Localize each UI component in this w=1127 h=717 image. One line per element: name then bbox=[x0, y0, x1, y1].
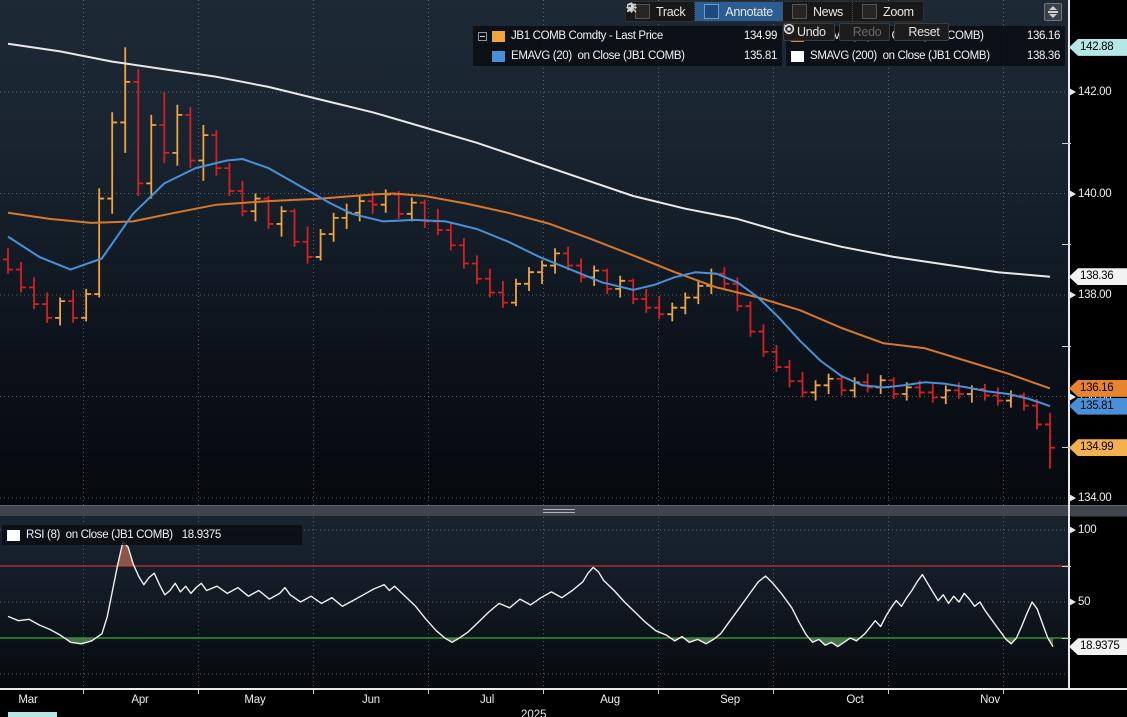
zoom-button[interactable]: Zoom bbox=[853, 2, 923, 21]
last-price-label: JB1 COMB Comdty - Last Price bbox=[511, 30, 663, 42]
annotate-button-label: Annotate bbox=[725, 5, 773, 19]
rsi-value: 18.9375 bbox=[182, 529, 221, 541]
year-label: 2025 bbox=[521, 709, 547, 717]
resize-grip-icon[interactable] bbox=[543, 509, 575, 513]
time-axis-line bbox=[0, 688, 1127, 690]
tick-arrow-icon bbox=[1069, 598, 1076, 606]
price-tag-136.16: 136.16 bbox=[1069, 380, 1127, 397]
price-tick-label: 138.00 bbox=[1069, 289, 1111, 301]
last-price-value: 134.99 bbox=[738, 30, 777, 42]
price-chart-panel[interactable] bbox=[0, 0, 1068, 505]
smavg200-value: 138.36 bbox=[1021, 50, 1060, 62]
undo-button-label: Undo bbox=[797, 25, 826, 39]
price-tag-134.99: 134.99 bbox=[1069, 439, 1127, 456]
tick-arrow-icon bbox=[1069, 291, 1076, 299]
magnifier-icon bbox=[862, 4, 877, 19]
emavg-swatch bbox=[492, 51, 505, 62]
price-legend-left: JB1 COMB Comdty - Last Price 134.99 EMAV… bbox=[473, 26, 782, 66]
month-tick bbox=[1003, 690, 1004, 694]
date-tag-clipped bbox=[8, 712, 57, 717]
legend-collapse-icon[interactable] bbox=[478, 32, 487, 41]
redo-button-label: Redo bbox=[853, 25, 882, 39]
rsi-tick-label: 100 bbox=[1069, 524, 1096, 536]
redo-button[interactable]: Redo bbox=[839, 23, 891, 41]
month-label-Apr: Apr bbox=[131, 694, 148, 706]
month-tick bbox=[428, 690, 429, 694]
emavg-value: 135.81 bbox=[738, 50, 777, 62]
annotate-button[interactable]: Annotate bbox=[695, 2, 783, 21]
track-button-label: Track bbox=[656, 5, 685, 19]
price-tag-138.36: 138.36 bbox=[1069, 268, 1127, 285]
month-tick bbox=[83, 690, 84, 694]
price-tick-text: 140.00 bbox=[1078, 188, 1111, 200]
rsi-swatch bbox=[7, 530, 20, 541]
month-label-Sep: Sep bbox=[720, 694, 740, 706]
legend-last-price-row[interactable]: JB1 COMB Comdty - Last Price 134.99 bbox=[473, 26, 782, 46]
chart-toolbar: Track Annotate News Zoom bbox=[625, 1, 924, 22]
smavg50-value: 136.16 bbox=[1021, 30, 1060, 42]
price-tag-135.81: 135.81 bbox=[1069, 398, 1127, 415]
price-chart-canvas[interactable] bbox=[0, 0, 1068, 505]
emavg-label: EMAVG (20) on Close (JB1 COMB) bbox=[511, 50, 685, 62]
month-label-Nov: Nov bbox=[980, 694, 1000, 706]
pencil-icon bbox=[704, 4, 719, 19]
rsi-tag-18.9375: 18.9375 bbox=[1069, 638, 1127, 655]
news-lines-icon bbox=[792, 4, 807, 19]
rsi-tick-text: 50 bbox=[1078, 596, 1090, 608]
rsi-tick-label: 50 bbox=[1069, 596, 1090, 608]
terminal-chart-screen: Track Annotate News Zoom Undo bbox=[0, 0, 1127, 717]
rsi-label: RSI (8) on Close (JB1 COMB) bbox=[26, 529, 173, 541]
last-price-swatch bbox=[492, 31, 505, 42]
smavg200-swatch bbox=[791, 51, 804, 62]
tick-arrow-icon bbox=[1069, 494, 1076, 502]
reset-button[interactable]: Reset bbox=[894, 23, 948, 41]
news-button-label: News bbox=[813, 5, 843, 19]
price-tick-text: 134.00 bbox=[1078, 492, 1111, 504]
month-label-May: May bbox=[244, 694, 265, 706]
month-tick bbox=[888, 690, 889, 694]
price-minor-tick bbox=[1062, 346, 1071, 347]
month-label-Mar: Mar bbox=[18, 694, 37, 706]
price-tick-label: 140.00 bbox=[1069, 188, 1111, 200]
rsi-minor-tick bbox=[1062, 566, 1071, 567]
legend-smavg200-row[interactable]: SMAVG (200) on Close (JB1 COMB) 138.36 bbox=[786, 46, 1065, 66]
smavg200-label: SMAVG (200) on Close (JB1 COMB) bbox=[810, 50, 990, 62]
price-tick-text: 138.00 bbox=[1078, 289, 1111, 301]
spinner-bar-icon bbox=[1048, 11, 1058, 13]
month-tick bbox=[198, 690, 199, 694]
rsi-legend: RSI (8) on Close (JB1 COMB) 18.9375 bbox=[2, 525, 302, 545]
price-tick-text: 142.00 bbox=[1078, 86, 1111, 98]
rsi-tick-text: 100 bbox=[1078, 524, 1096, 536]
month-tick bbox=[773, 690, 774, 694]
track-move-icon bbox=[635, 4, 650, 19]
spinner-up-icon bbox=[1049, 6, 1057, 10]
tick-arrow-icon bbox=[1069, 526, 1076, 534]
month-tick bbox=[658, 690, 659, 694]
panel-resize-handle[interactable] bbox=[0, 505, 1127, 517]
price-tick-label: 142.00 bbox=[1069, 86, 1111, 98]
price-tick-label: 134.00 bbox=[1069, 492, 1111, 504]
month-tick bbox=[543, 690, 544, 694]
month-label-Jun: Jun bbox=[362, 694, 380, 706]
month-tick bbox=[313, 690, 314, 694]
legend-emavg-row[interactable]: EMAVG (20) on Close (JB1 COMB) 135.81 bbox=[473, 46, 782, 66]
price-minor-tick bbox=[1062, 143, 1071, 144]
news-button[interactable]: News bbox=[783, 2, 853, 21]
edit-toolbar: Undo Redo Reset bbox=[783, 23, 949, 41]
tick-arrow-icon bbox=[1069, 88, 1076, 96]
rsi-legend-row[interactable]: RSI (8) on Close (JB1 COMB) 18.9375 bbox=[2, 525, 302, 545]
rsi-minor-tick bbox=[1062, 638, 1071, 639]
month-label-Jul: Jul bbox=[480, 694, 494, 706]
reset-button-label: Reset bbox=[908, 25, 939, 39]
price-minor-tick bbox=[1062, 244, 1071, 245]
zoom-button-label: Zoom bbox=[883, 5, 914, 19]
price-tag-142.88: 142.88 bbox=[1069, 39, 1127, 56]
panel-spinner-control[interactable] bbox=[1044, 3, 1062, 21]
month-label-Oct: Oct bbox=[846, 694, 863, 706]
spinner-down-icon bbox=[1049, 14, 1057, 18]
month-label-Aug: Aug bbox=[600, 694, 620, 706]
tick-arrow-icon bbox=[1069, 190, 1076, 198]
